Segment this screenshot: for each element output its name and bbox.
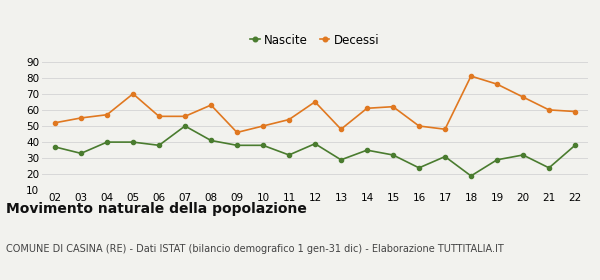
Nascite	[520, 153, 527, 157]
Nascite	[545, 166, 553, 169]
Decessi	[77, 116, 85, 120]
Nascite	[442, 155, 449, 158]
Nascite	[208, 139, 215, 142]
Nascite	[259, 144, 266, 147]
Nascite	[389, 153, 397, 157]
Line: Nascite: Nascite	[53, 124, 577, 178]
Decessi	[130, 92, 137, 95]
Nascite	[493, 158, 500, 162]
Decessi	[520, 95, 527, 99]
Decessi	[259, 124, 266, 128]
Nascite	[311, 142, 319, 145]
Nascite	[233, 144, 241, 147]
Nascite	[571, 144, 578, 147]
Nascite	[103, 141, 110, 144]
Nascite	[467, 174, 475, 178]
Decessi	[181, 115, 188, 118]
Decessi	[103, 113, 110, 116]
Decessi	[571, 110, 578, 113]
Text: COMUNE DI CASINA (RE) - Dati ISTAT (bilancio demografico 1 gen-31 dic) - Elabora: COMUNE DI CASINA (RE) - Dati ISTAT (bila…	[6, 244, 504, 254]
Decessi	[415, 124, 422, 128]
Decessi	[493, 82, 500, 86]
Decessi	[286, 118, 293, 121]
Nascite	[415, 166, 422, 169]
Line: Decessi: Decessi	[53, 74, 577, 134]
Nascite	[181, 124, 188, 128]
Decessi	[545, 108, 553, 111]
Decessi	[364, 107, 371, 110]
Decessi	[52, 121, 59, 124]
Decessi	[208, 103, 215, 107]
Decessi	[155, 115, 163, 118]
Decessi	[233, 131, 241, 134]
Legend: Nascite, Decessi: Nascite, Decessi	[245, 29, 385, 51]
Decessi	[311, 100, 319, 104]
Nascite	[364, 148, 371, 152]
Decessi	[442, 127, 449, 131]
Nascite	[130, 141, 137, 144]
Nascite	[155, 144, 163, 147]
Nascite	[337, 158, 344, 162]
Decessi	[389, 105, 397, 108]
Nascite	[52, 145, 59, 149]
Decessi	[337, 127, 344, 131]
Decessi	[467, 74, 475, 78]
Nascite	[77, 152, 85, 155]
Nascite	[286, 153, 293, 157]
Text: Movimento naturale della popolazione: Movimento naturale della popolazione	[6, 202, 307, 216]
